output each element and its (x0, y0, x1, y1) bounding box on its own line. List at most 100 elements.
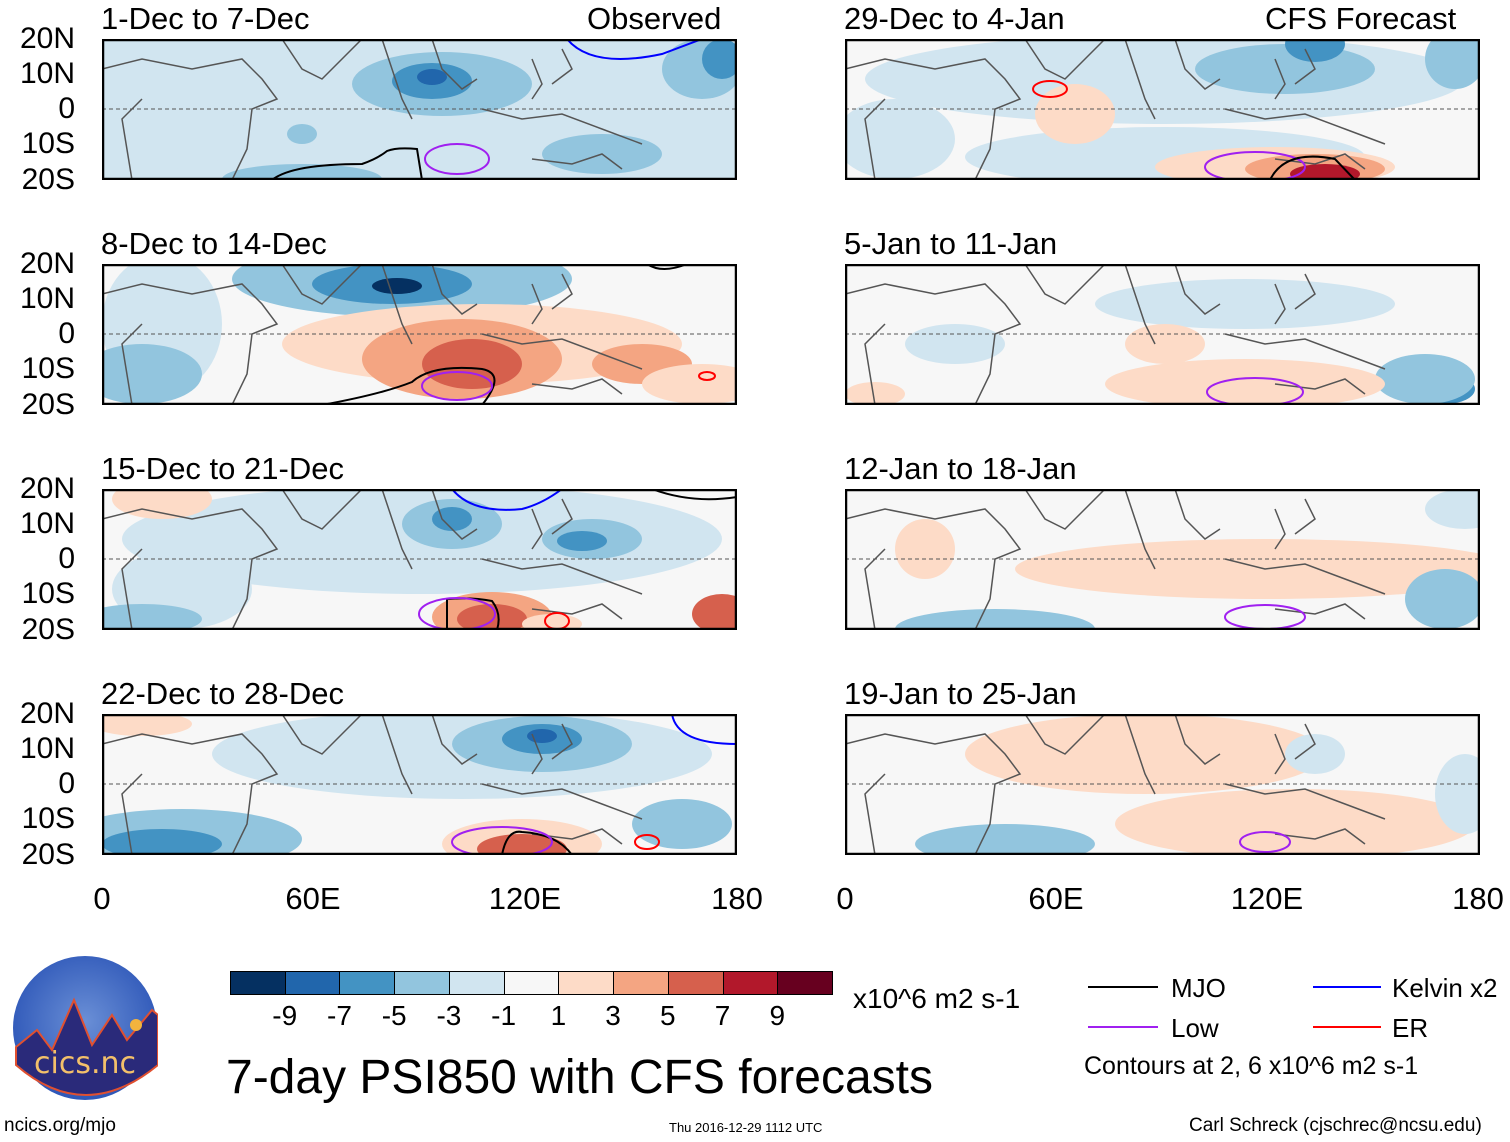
lon-label: 180 (711, 881, 763, 916)
lat-label: 10N (19, 57, 75, 90)
lat-label: 20S (21, 838, 75, 871)
contour-line (451, 489, 563, 511)
panel-title: 5-Jan to 11-Jan (844, 226, 1058, 261)
anomaly-region (1015, 539, 1480, 599)
anomaly-region (1285, 39, 1345, 62)
panel-frame (845, 714, 1480, 855)
colorbar-tick-label: 7 (714, 1000, 731, 1031)
lat-label: 0 (58, 317, 75, 350)
lat-label: 10S (21, 352, 75, 385)
footer-author: Carl Schreck (cjschrec@ncsu.edu) (1189, 1115, 1482, 1136)
anomaly-region (845, 382, 905, 405)
contour-line (671, 714, 737, 745)
lat-label: 20N (19, 697, 75, 730)
contour-line (1204, 151, 1306, 180)
panel-frame (102, 264, 737, 405)
legend-swatch-er (1313, 1026, 1381, 1028)
lon-label: 0 (93, 881, 111, 916)
coastline (102, 264, 643, 405)
map-panel (845, 489, 1480, 630)
panel-title: 15-Dec to 21-Dec (101, 451, 344, 486)
colorbar-tick-label: -1 (491, 1000, 517, 1031)
colorbar-tick-label: 9 (769, 1000, 786, 1031)
colorbar-swatch (667, 971, 724, 995)
contour-line (651, 489, 737, 501)
lat-label: 10S (21, 577, 75, 610)
contour-line (501, 830, 573, 855)
anomaly-region (702, 39, 737, 79)
contour-line (418, 597, 496, 630)
units-label: x10^6 m2 s-1 (853, 983, 1021, 1014)
contour-line (1269, 155, 1356, 180)
anomaly-region (112, 489, 212, 519)
legend-label-er: ER (1392, 1013, 1429, 1043)
colorbar-swatch (777, 971, 833, 995)
anomaly-region (102, 344, 202, 404)
legend-swatch-mjo (1088, 986, 1158, 988)
colorbar-tick-label: 5 (660, 1000, 676, 1031)
anomaly-region (432, 507, 472, 531)
lat-label: 10S (21, 127, 75, 160)
map-panel (845, 39, 1480, 180)
anomaly-region (895, 519, 955, 579)
map-panel (102, 489, 737, 630)
lat-label: 20N (19, 472, 75, 505)
footer-url: ncics.org/mjo (4, 1115, 116, 1136)
anomaly-region (1375, 354, 1475, 404)
panel-title: 19-Jan to 25-Jan (844, 676, 1077, 711)
contour-line (1206, 377, 1304, 405)
anomaly-region (457, 604, 527, 630)
contour-line (321, 366, 496, 405)
colorbar-tick-label: -7 (327, 1000, 352, 1031)
coastline (845, 714, 1386, 855)
map-panel (845, 264, 1480, 405)
panel-frame (845, 489, 1480, 630)
anomaly-region (1195, 44, 1375, 94)
observed-label: Observed (587, 1, 722, 36)
anomaly-region (417, 69, 447, 85)
lat-label: 20S (21, 388, 75, 421)
panel-title: 22-Dec to 28-Dec (101, 676, 344, 711)
anomaly-region (1285, 734, 1345, 774)
svg-text:cics.nc: cics.nc (34, 1046, 136, 1081)
anomaly-region (1125, 324, 1205, 364)
panel-title: 1-Dec to 7-Dec (101, 1, 310, 36)
lat-label: 10S (21, 802, 75, 835)
map-panel (845, 714, 1480, 855)
anomaly-region (1425, 39, 1480, 89)
map-panel (102, 714, 737, 855)
lat-label: 0 (58, 767, 75, 800)
lat-label: 10N (19, 507, 75, 540)
lon-label: 120E (1230, 881, 1304, 916)
panel-frame (845, 264, 1480, 405)
contour-line (451, 826, 553, 855)
anomaly-region (372, 278, 422, 294)
coastline (845, 489, 1386, 630)
lat-label: 20N (19, 22, 75, 55)
lon-label: 120E (488, 881, 562, 916)
colorbar-tick-label: 1 (550, 1000, 567, 1031)
anomaly-region (527, 729, 557, 743)
lat-label: 20S (21, 613, 75, 646)
contour-line (1239, 831, 1291, 853)
map-panel (102, 39, 737, 180)
lat-label: 10N (19, 732, 75, 765)
colorbar-swatch (613, 971, 669, 995)
colorbar-swatch (722, 971, 779, 995)
panel-frame (845, 39, 1480, 180)
colorbar-swatch (503, 971, 560, 995)
contour-line (566, 39, 703, 60)
anomaly-region (1095, 279, 1395, 329)
panel-frame (102, 39, 737, 180)
anomaly-region (905, 324, 1005, 364)
contour-line (424, 143, 490, 175)
contour-line (634, 834, 660, 850)
anomaly-region (845, 99, 955, 179)
anomaly-region (102, 604, 202, 630)
anomaly-region (1425, 489, 1480, 529)
anomaly-region (287, 124, 317, 144)
forecast-label: CFS Forecast (1265, 1, 1457, 36)
lat-label: 20S (21, 163, 75, 196)
lon-label: 60E (1028, 881, 1084, 916)
